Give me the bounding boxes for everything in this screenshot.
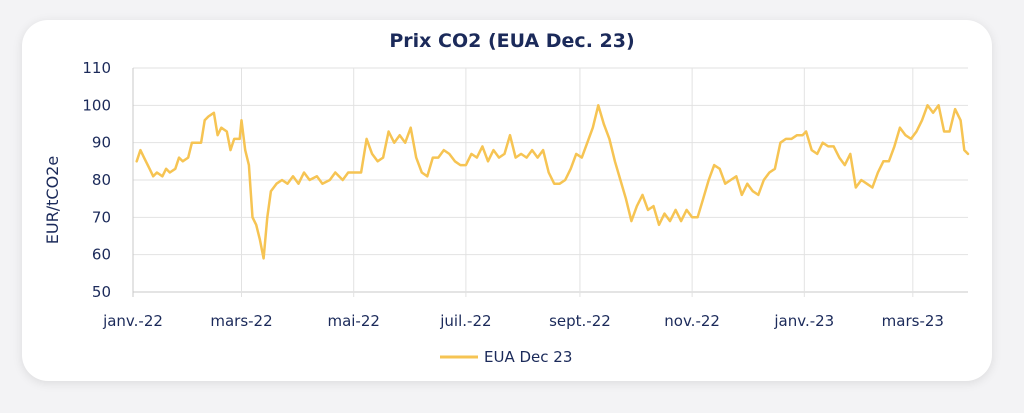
y-axis-title: EUR/tCO2e	[43, 156, 62, 244]
y-tick-label: 70	[92, 208, 111, 226]
legend-label: EUA Dec 23	[484, 348, 572, 366]
series-layer	[135, 104, 970, 260]
y-tick-label: 50	[92, 283, 111, 301]
y-tick-label: 100	[82, 96, 111, 114]
y-tick-label: 80	[92, 171, 111, 189]
series-line-eua-dec-23	[135, 104, 970, 260]
x-tick-label: mars-23	[882, 312, 944, 330]
x-tick-label: sept.-22	[549, 312, 611, 330]
x-tick-label: janv.-23	[773, 312, 834, 330]
chart-card	[22, 20, 992, 381]
chart-title: Prix CO2 (EUA Dec. 23)	[389, 30, 635, 52]
gridlines	[132, 67, 968, 297]
y-tick-label: 60	[92, 246, 111, 264]
y-axis-ticks: 50 60 70 80 90 100 110	[82, 59, 111, 301]
x-tick-label: mars-22	[210, 312, 272, 330]
x-tick-label: mai-22	[327, 312, 379, 330]
x-tick-label: janv.-22	[102, 312, 163, 330]
y-tick-label: 110	[82, 59, 111, 77]
x-tick-label: juil.-22	[439, 312, 491, 330]
x-axis-ticks: janv.-22 mars-22 mai-22 juil.-22 sept.-22 nov…	[102, 312, 944, 330]
x-tick-label: nov.-22	[664, 312, 720, 330]
legend: EUA Dec 23	[440, 348, 572, 366]
y-tick-label: 90	[92, 134, 111, 152]
